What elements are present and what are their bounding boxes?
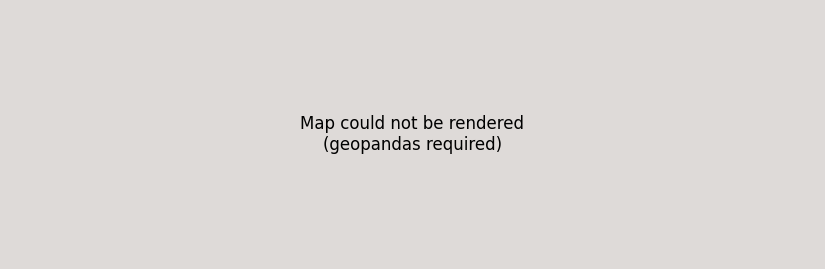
Text: Map could not be rendered
(geopandas required): Map could not be rendered (geopandas req… <box>300 115 525 154</box>
